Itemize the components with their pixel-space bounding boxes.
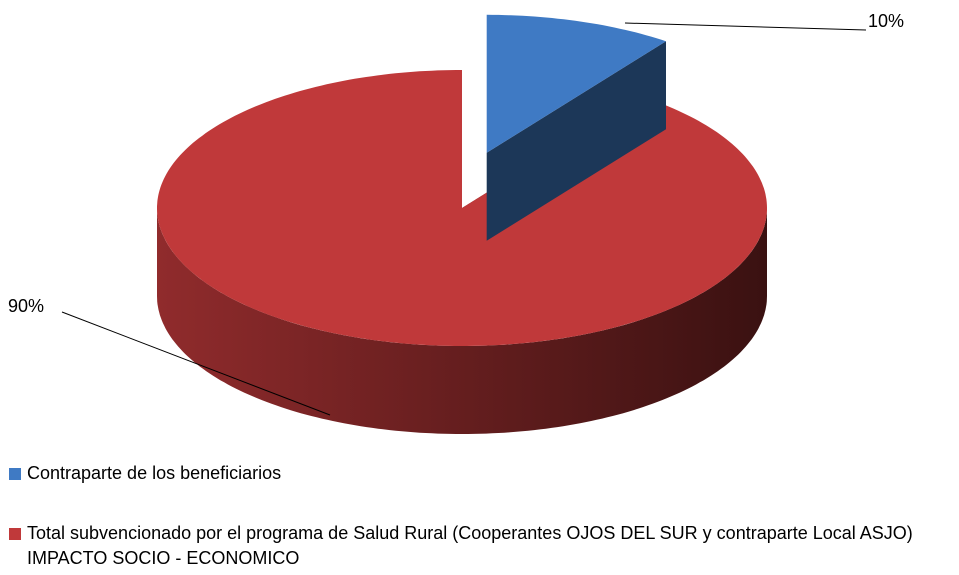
data-label: 90% [8,296,44,316]
slice-side [157,208,767,434]
legend-swatch [9,468,21,480]
slice-face [486,41,666,241]
leader-line [61,311,331,416]
legend-label: Total subvencionado por el programa de S… [27,523,913,568]
slice [157,70,767,346]
pie [157,14,767,434]
legend-swatch [9,528,21,540]
data-label: 10% [868,11,904,31]
legend-item: Contraparte de los beneficiarios [9,461,954,486]
leader-line [624,22,867,31]
slice [486,14,666,153]
legend-label: Contraparte de los beneficiarios [27,463,282,483]
legend-item: Total subvencionado por el programa de S… [9,521,954,571]
